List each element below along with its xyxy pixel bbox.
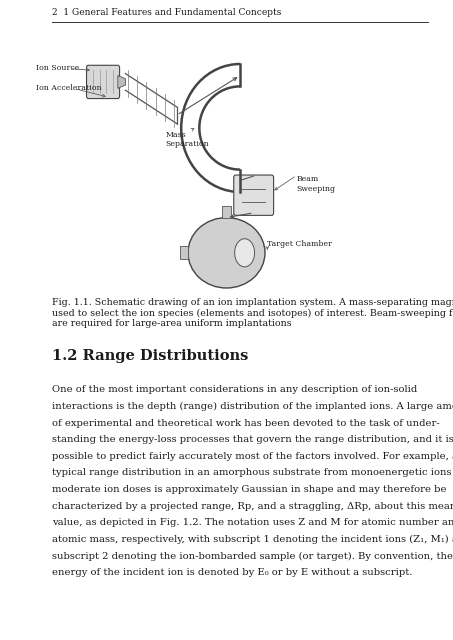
Text: possible to predict fairly accurately most of the factors involved. For example,: possible to predict fairly accurately mo…	[52, 452, 453, 461]
Text: 2  1 General Features and Fundamental Concepts: 2 1 General Features and Fundamental Con…	[52, 8, 281, 17]
Text: of experimental and theoretical work has been devoted to the task of under-: of experimental and theoretical work has…	[52, 419, 440, 428]
Text: moderate ion doses is approximately Gaussian in shape and may therefore be: moderate ion doses is approximately Gaus…	[52, 485, 447, 494]
Ellipse shape	[188, 218, 265, 288]
Text: standing the energy-loss processes that govern the range distribution, and it is: standing the energy-loss processes that …	[52, 435, 453, 444]
Text: value, as depicted in Fig. 1.2. The notation uses Z and M for atomic number and: value, as depicted in Fig. 1.2. The nota…	[52, 518, 453, 527]
Bar	[222, 206, 231, 218]
Text: Mass
Separation: Mass Separation	[165, 131, 209, 148]
Text: Target Chamber: Target Chamber	[267, 241, 332, 248]
Text: One of the most important considerations in any description of ion-solid: One of the most important considerations…	[52, 385, 417, 394]
Bar	[180, 246, 188, 259]
Text: 1.2 Range Distributions: 1.2 Range Distributions	[52, 349, 248, 363]
Text: energy of the incident ion is denoted by E₀ or by E without a subscript.: energy of the incident ion is denoted by…	[52, 568, 413, 577]
Text: typical range distribution in an amorphous substrate from monoenergetic ions at: typical range distribution in an amorpho…	[52, 468, 453, 477]
Text: used to select the ion species (elements and isotopes) of interest. Beam-sweepin: used to select the ion species (elements…	[52, 308, 453, 317]
Text: interactions is the depth (range) distribution of the implanted ions. A large am: interactions is the depth (range) distri…	[52, 402, 453, 411]
Text: characterized by a projected range, Rp, and a straggling, ΔRp, about this mean: characterized by a projected range, Rp, …	[52, 502, 453, 511]
Text: subscript 2 denoting the ion-bombarded sample (or target). By convention, the: subscript 2 denoting the ion-bombarded s…	[52, 552, 453, 561]
Text: Beam
Sweeping: Beam Sweeping	[297, 175, 336, 193]
FancyBboxPatch shape	[234, 175, 274, 215]
Text: Ion Source: Ion Source	[36, 65, 80, 72]
Polygon shape	[118, 76, 125, 88]
FancyBboxPatch shape	[87, 65, 120, 99]
Circle shape	[235, 239, 255, 267]
Text: atomic mass, respectively, with subscript 1 denoting the incident ions (Z₁, M₁) : atomic mass, respectively, with subscrip…	[52, 535, 453, 544]
Text: Ion Acceleration: Ion Acceleration	[36, 84, 102, 92]
Text: are required for large-area uniform implantations: are required for large-area uniform impl…	[52, 319, 292, 328]
Text: Fig. 1.1. Schematic drawing of an ion implantation system. A mass-separating mag: Fig. 1.1. Schematic drawing of an ion im…	[52, 298, 453, 307]
